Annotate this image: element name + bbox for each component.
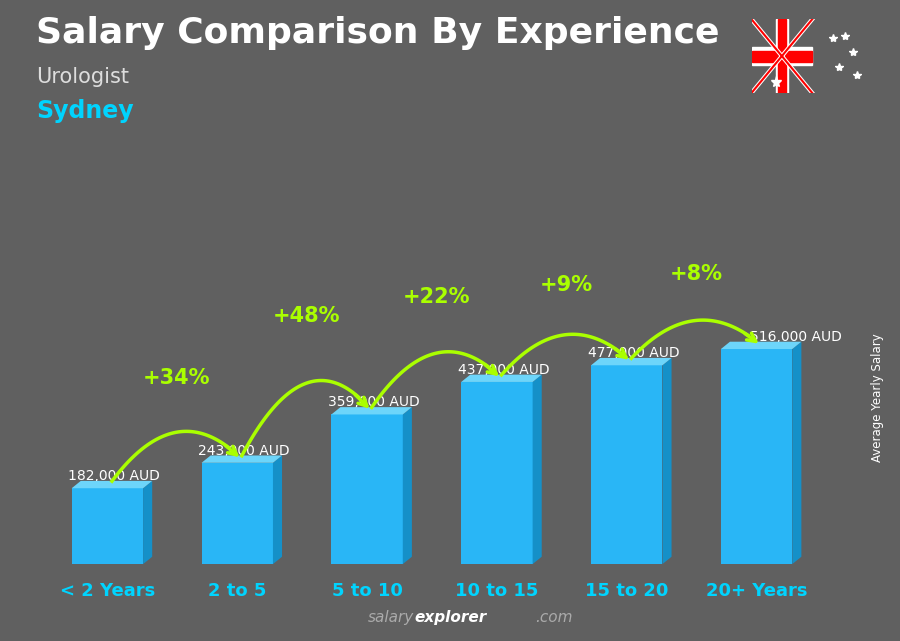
Polygon shape: [721, 342, 801, 349]
Text: 477,000 AUD: 477,000 AUD: [588, 346, 680, 360]
Polygon shape: [461, 374, 542, 382]
Polygon shape: [591, 358, 671, 365]
Text: 516,000 AUD: 516,000 AUD: [750, 330, 842, 344]
Polygon shape: [461, 382, 533, 564]
Polygon shape: [331, 407, 412, 415]
Text: +9%: +9%: [540, 275, 593, 296]
Text: 20+ Years: 20+ Years: [706, 583, 807, 601]
Text: +8%: +8%: [670, 263, 723, 283]
Text: 2 to 5: 2 to 5: [208, 583, 266, 601]
Polygon shape: [202, 463, 273, 564]
Text: Average Yearly Salary: Average Yearly Salary: [871, 333, 884, 462]
Text: 15 to 20: 15 to 20: [585, 583, 669, 601]
Text: 243,000 AUD: 243,000 AUD: [198, 444, 290, 458]
Bar: [778, 19, 786, 93]
Polygon shape: [591, 365, 662, 564]
Polygon shape: [331, 415, 403, 564]
Text: explorer: explorer: [414, 610, 486, 625]
Text: +22%: +22%: [403, 287, 471, 308]
Polygon shape: [72, 481, 152, 488]
Polygon shape: [72, 488, 143, 564]
Polygon shape: [273, 456, 282, 564]
Polygon shape: [662, 358, 671, 564]
Bar: [752, 47, 812, 65]
Text: +48%: +48%: [273, 306, 340, 326]
Text: 10 to 15: 10 to 15: [455, 583, 538, 601]
Bar: [752, 51, 812, 62]
Text: salary: salary: [368, 610, 414, 625]
Polygon shape: [143, 481, 152, 564]
Text: 5 to 10: 5 to 10: [331, 583, 402, 601]
Text: 437,000 AUD: 437,000 AUD: [458, 363, 550, 377]
Text: .com: .com: [536, 610, 573, 625]
Text: Urologist: Urologist: [36, 67, 129, 87]
Text: 182,000 AUD: 182,000 AUD: [68, 469, 160, 483]
Text: 359,000 AUD: 359,000 AUD: [328, 395, 420, 410]
Bar: [776, 19, 788, 93]
Text: +34%: +34%: [143, 369, 211, 388]
Polygon shape: [721, 349, 792, 564]
Polygon shape: [533, 374, 542, 564]
Text: < 2 Years: < 2 Years: [59, 583, 155, 601]
Polygon shape: [403, 407, 412, 564]
Polygon shape: [792, 342, 801, 564]
Text: Sydney: Sydney: [36, 99, 133, 123]
Text: Salary Comparison By Experience: Salary Comparison By Experience: [36, 16, 719, 50]
Polygon shape: [202, 456, 282, 463]
